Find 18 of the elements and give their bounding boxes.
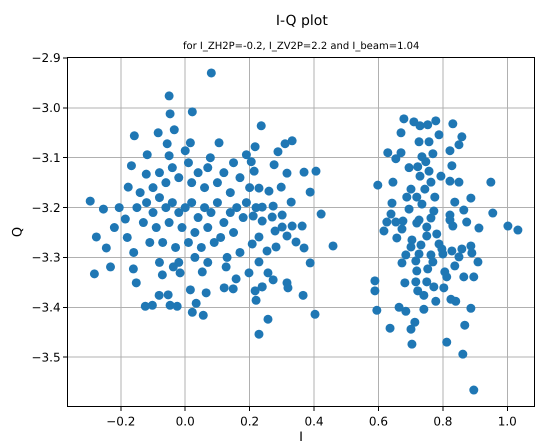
x-tick-label: 0.4: [304, 414, 324, 428]
y-tick-label: −3.4: [31, 300, 61, 314]
x-tick-label: 0.2: [240, 414, 260, 428]
y-tick-label: −3.1: [31, 150, 61, 165]
x-tick-label: −0.2: [106, 414, 136, 428]
y-tick-label: −2.9: [31, 51, 61, 66]
x-tick-label: 0.8: [433, 414, 452, 428]
x-tick-label: 0.6: [368, 414, 388, 428]
chart-subtitle: for I_ZH2P=-0.2, I_ZV2P=2.2 and I_beam=1.04: [183, 41, 420, 52]
y-tick-label: −3.0: [31, 101, 61, 116]
y-tick-label: −3.2: [31, 200, 61, 215]
chart-title: I-Q plot: [276, 12, 328, 29]
y-axis-title: Q: [10, 226, 26, 238]
x-axis-title: I: [299, 430, 303, 445]
x-tick-label: 0.0: [176, 414, 195, 428]
y-tick-label: −3.5: [31, 350, 61, 364]
y-tick-label: −3.3: [31, 250, 61, 265]
x-tick-label: 1.0: [498, 414, 517, 428]
